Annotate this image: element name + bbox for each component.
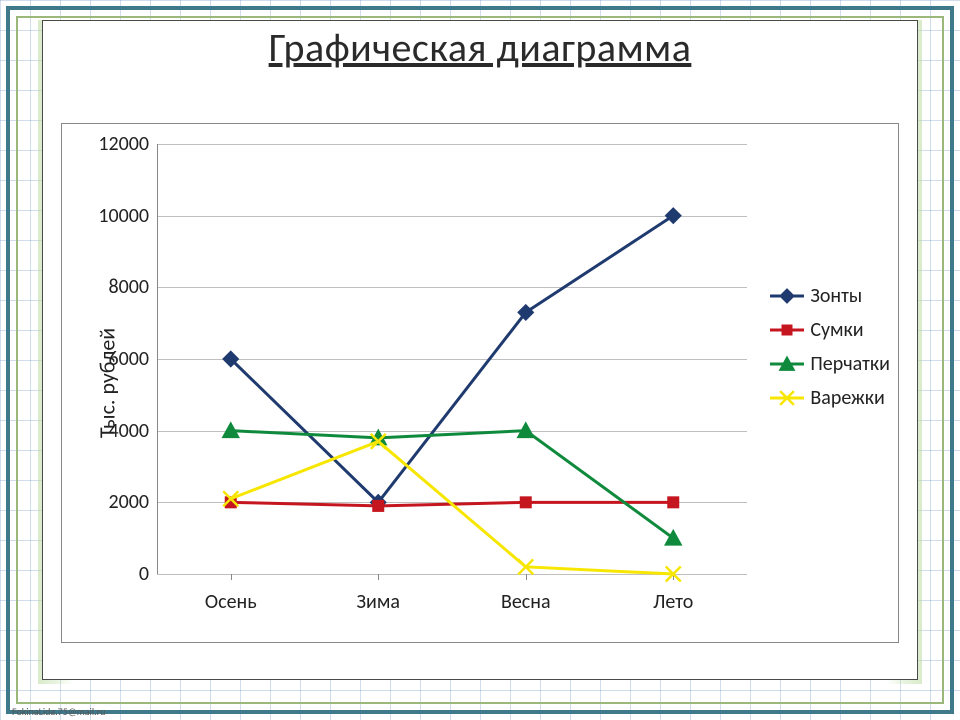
y-tick-label: 10000: [98, 204, 157, 228]
legend-label: Зонты: [810, 284, 862, 308]
legend-swatch: [770, 321, 804, 339]
diamond-icon: [778, 287, 796, 305]
y-tick-label: 2000: [108, 490, 157, 514]
series-line-Перчатки: [231, 431, 674, 538]
legend-label: Варежки: [810, 386, 885, 410]
series-line-Зонты: [231, 216, 674, 503]
y-tick-label: 6000: [108, 347, 157, 371]
series-line-Варежки: [231, 441, 674, 574]
x-tick-label: Зима: [357, 574, 400, 614]
legend-item: Варежки: [770, 386, 890, 410]
series-layer: [157, 144, 747, 574]
legend-swatch: [770, 389, 804, 407]
plot-area: 020004000600080001000012000ОсеньЗимаВесн…: [157, 144, 747, 574]
x-tick-label: Осень: [205, 574, 257, 614]
legend-label: Перчатки: [810, 352, 890, 376]
legend-label: Сумки: [810, 318, 863, 342]
y-tick-label: 0: [139, 562, 157, 586]
triangle-icon: [778, 355, 796, 373]
legend-swatch: [770, 287, 804, 305]
legend: Зонты Сумки Перчатки Варежки: [770, 284, 890, 420]
series-marker-Сумки: [520, 496, 532, 508]
square-icon: [778, 321, 796, 339]
slide: Графическая диаграмма Тыс. рублей 020004…: [42, 20, 918, 680]
y-tick-label: 12000: [98, 132, 157, 156]
x-tick-label: Лето: [653, 574, 693, 614]
series-marker-Перчатки: [664, 529, 682, 546]
x-tick-label: Весна: [501, 574, 551, 614]
legend-item: Сумки: [770, 318, 890, 342]
legend-item: Зонты: [770, 284, 890, 308]
y-tick-label: 8000: [108, 275, 157, 299]
series-marker-Зонты: [665, 207, 682, 224]
footer-credit: FokinaLida.75@mail.ru: [12, 705, 105, 718]
legend-swatch: [770, 355, 804, 373]
y-tick-label: 4000: [108, 419, 157, 443]
series-marker-Сумки: [667, 496, 679, 508]
legend-item: Перчатки: [770, 352, 890, 376]
series-marker-Сумки: [372, 500, 384, 512]
x-icon: [778, 389, 796, 407]
page-title: Графическая диаграмма: [43, 21, 917, 72]
chart-container: Тыс. рублей 020004000600080001000012000О…: [61, 123, 899, 643]
